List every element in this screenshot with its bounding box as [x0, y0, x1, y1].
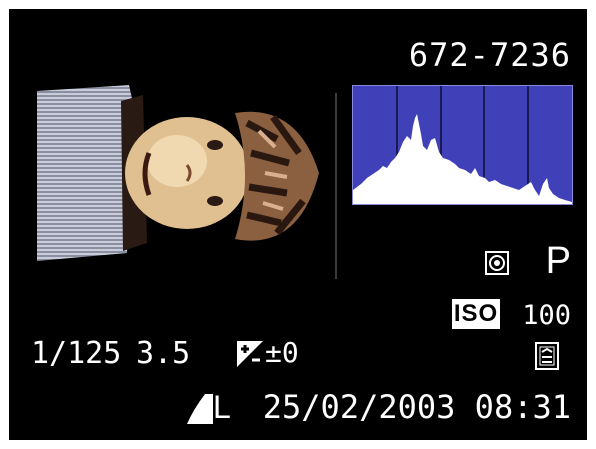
capture-datetime: 25/02/2003 08:31: [262, 388, 571, 426]
iso-badge: ISO: [452, 299, 500, 329]
aperture-value: 3.5: [136, 336, 191, 371]
preview-divider: [335, 93, 337, 279]
image-size: L: [213, 389, 231, 425]
fine-quality-icon: [187, 394, 213, 424]
histogram: [352, 85, 573, 205]
shooting-mode: P: [545, 240, 571, 282]
exposure-compensation-value: ±0: [265, 336, 299, 369]
image-preview: [37, 85, 319, 261]
camera-playback-screen: 672-7236: [9, 9, 587, 440]
auto-white-balance-icon: [535, 342, 559, 370]
evaluative-metering-icon: [485, 251, 509, 275]
shutter-speed: 1/125: [31, 336, 122, 371]
exposure-compensation-icon: [237, 341, 263, 367]
iso-value: 100: [522, 300, 571, 331]
file-number: 672-7236: [408, 36, 571, 74]
